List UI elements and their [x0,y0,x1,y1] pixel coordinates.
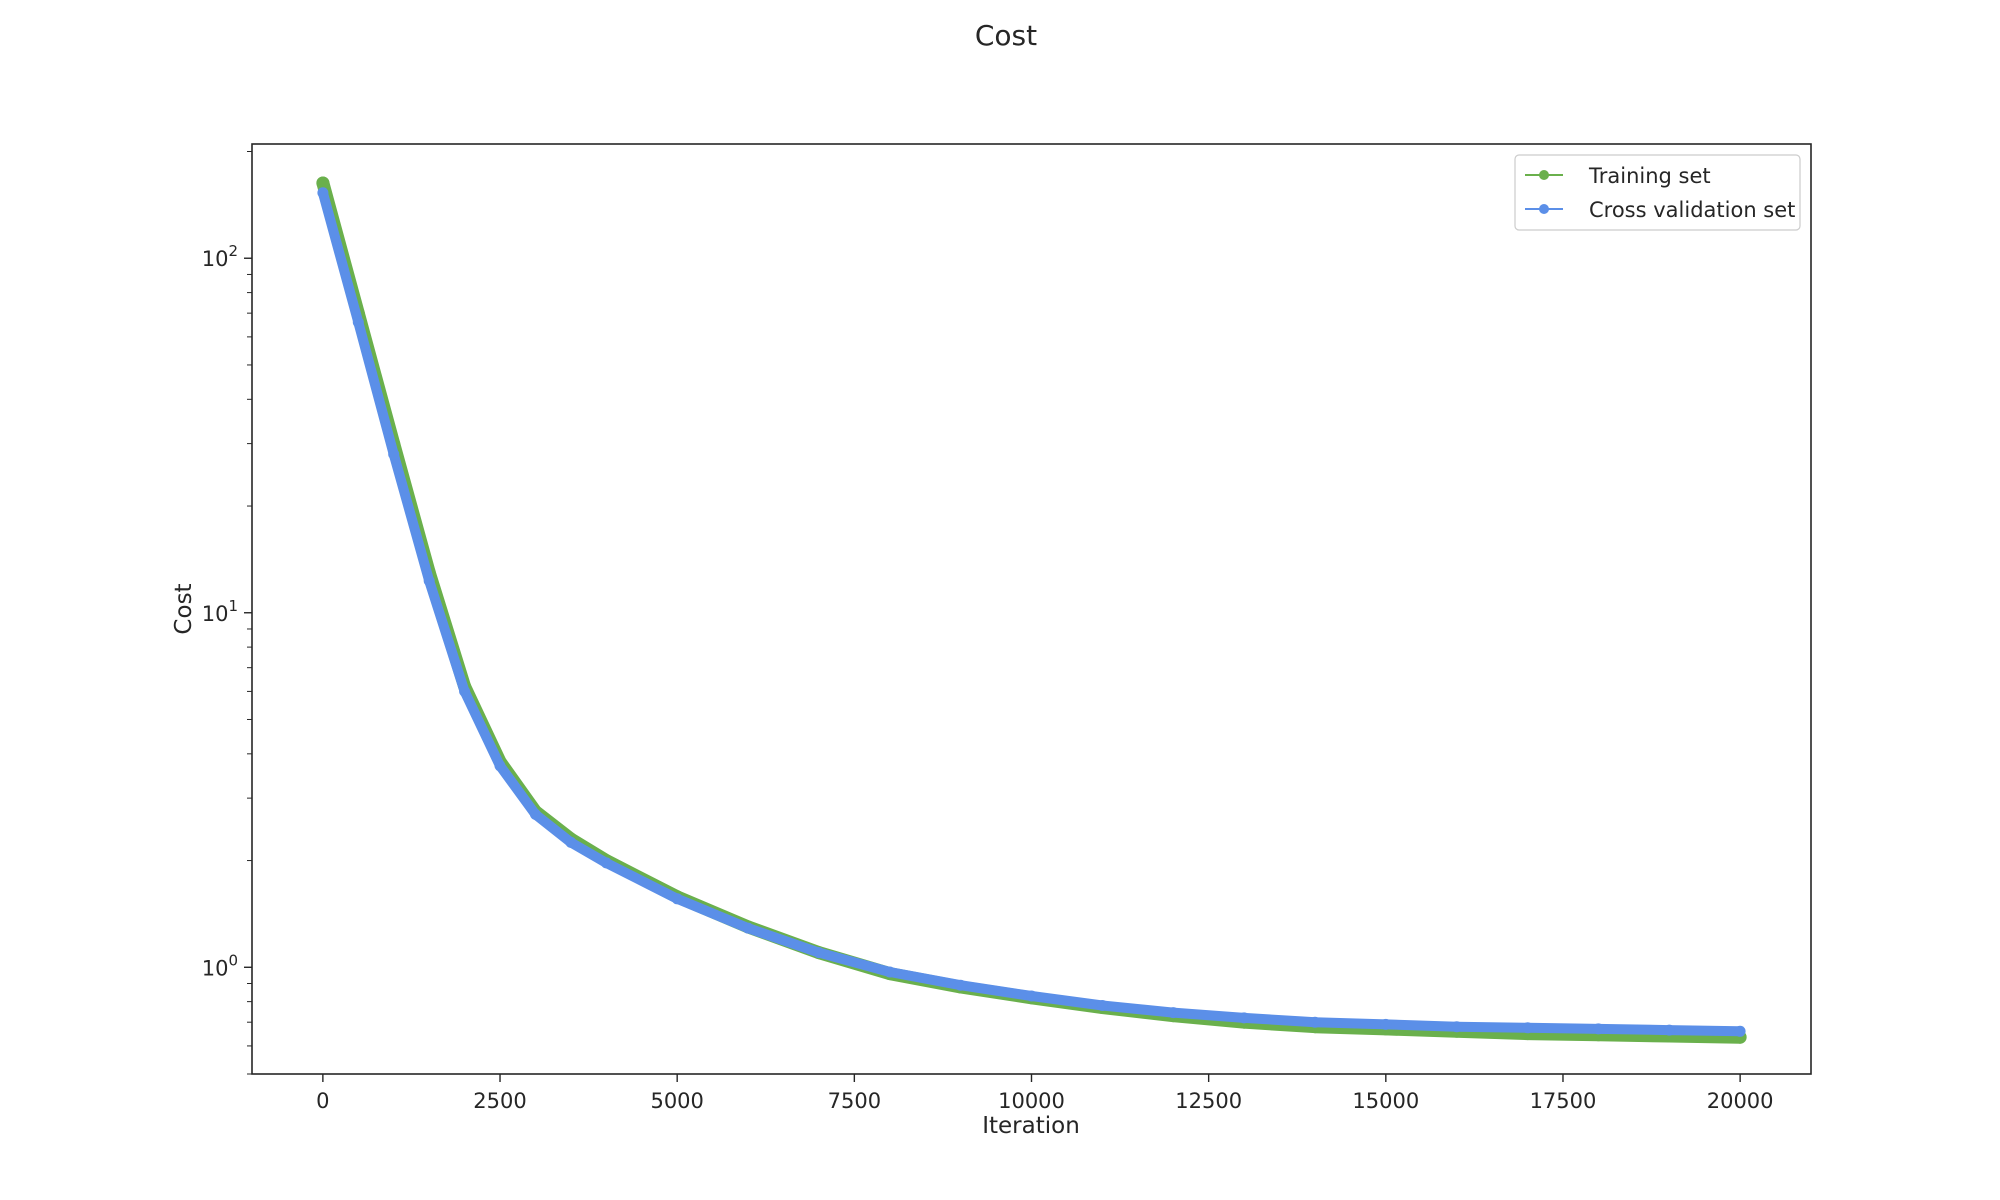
data-point [1309,1016,1321,1028]
data-point [494,760,506,772]
data-point [1734,1025,1746,1037]
x-tick-label: 7500 [828,1089,881,1113]
legend-label: Training set [1588,164,1711,188]
data-point [1380,1018,1392,1030]
data-point [388,448,400,460]
y-axis-label: Cost [171,583,197,634]
legend-marker [1539,170,1549,180]
y-tick-label: 101 [202,597,238,626]
data-point [884,966,896,978]
data-point [955,979,967,991]
legend-box [1514,154,1801,231]
data-point [742,922,754,934]
data-point [317,187,329,199]
data-point [423,575,435,587]
x-tick-label: 15000 [1352,1089,1419,1113]
x-axis: 0 2500 5000 7500 10000 12500 15000 17500 20000 [316,1074,1774,1113]
x-tick-label: 2500 [473,1089,526,1113]
series-line-training-set [316,176,1747,1044]
data-point [1167,1007,1179,1019]
data-point [1238,1012,1250,1024]
data-point [671,893,683,905]
chart-title: Cost [975,19,1037,52]
data-point [1592,1023,1604,1035]
data-point [316,176,330,190]
x-tick-label: 17500 [1530,1089,1597,1113]
data-point [1026,990,1037,1002]
data-point [600,857,612,869]
y-tick-label: 102 [202,242,238,271]
y-tick-label: 100 [202,951,238,980]
x-tick-label: 10000 [998,1089,1065,1113]
series-line-cross-validation-set [317,187,1746,1037]
data-point [352,316,364,328]
data-point [1522,1022,1533,1034]
data-point [459,685,471,697]
y-axis: 100 101 102 [202,151,252,1075]
x-tick-label: 5000 [650,1089,703,1113]
data-point [565,836,577,848]
data-point [1451,1021,1463,1033]
data-point [1096,1000,1108,1011]
x-axis-label: Iteration [982,1113,1080,1139]
plot-area [316,176,1747,1044]
x-tick-label: 20000 [1707,1089,1774,1113]
legend-label: Cross validation set [1589,198,1795,222]
axes-frame [251,143,1812,1075]
legend-marker [1539,204,1549,214]
x-tick-label: 0 [316,1089,329,1113]
data-point [813,947,825,959]
legend: Training set Cross validation set [1514,154,1801,231]
data-point [1663,1024,1675,1036]
data-point [530,808,541,820]
x-tick-label: 12500 [1175,1089,1242,1113]
